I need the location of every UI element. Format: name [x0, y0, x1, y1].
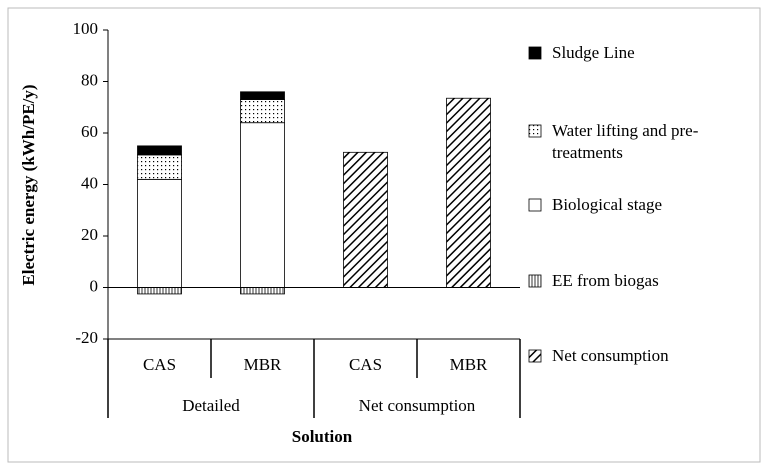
legend-label: Sludge Line [552, 43, 635, 62]
legend-item: Net consumption [528, 345, 728, 367]
x-axis-title: Solution [292, 427, 353, 446]
legend-label: Biological stage [552, 195, 663, 214]
y-tick-label: 0 [90, 276, 99, 295]
legend-item: EE from biogas [528, 270, 728, 292]
legend-swatch-rect [528, 46, 542, 60]
y-tick-label: 40 [81, 173, 98, 192]
bar-segment [137, 287, 182, 295]
y-tick-label: 60 [81, 122, 98, 141]
x-tick-label: CAS [143, 355, 176, 374]
legend-label: Net consumption [552, 346, 669, 365]
legend-swatch [528, 46, 542, 60]
legend-item: Sludge Line [528, 42, 728, 64]
bar-segment [446, 97, 491, 288]
bar-segment [137, 178, 182, 288]
legend-swatch-rect [528, 124, 542, 138]
x-tick-label: MBR [450, 355, 488, 374]
legend-swatch-rect [528, 349, 542, 363]
bar-segment [240, 122, 285, 288]
y-tick-label: 100 [73, 19, 99, 38]
y-tick-label: 80 [81, 70, 98, 89]
legend-label: Water lifting and pre-treatments [552, 121, 699, 162]
y-axis-title: Electric energy (kWh/PE/y) [19, 84, 38, 285]
legend-swatch [528, 349, 542, 363]
bar-segment [240, 99, 285, 124]
x-tick-label: CAS [349, 355, 382, 374]
legend-swatch [528, 124, 542, 138]
legend-item: Water lifting and pre-treatments [528, 120, 728, 164]
legend-item: Biological stage [528, 194, 728, 216]
bar-segment [137, 154, 182, 180]
group-label: Detailed [182, 396, 240, 415]
bar-segment [240, 287, 285, 295]
legend-swatch [528, 274, 542, 288]
group-label: Net consumption [359, 396, 476, 415]
bar-segment [240, 91, 285, 100]
x-tick-label: MBR [244, 355, 282, 374]
chart-border [7, 7, 761, 463]
legend-swatch-rect [528, 198, 542, 212]
y-tick-label: -20 [75, 328, 98, 347]
legend-swatch [528, 198, 542, 212]
legend-swatch-rect [528, 274, 542, 288]
legend-label: EE from biogas [552, 271, 659, 290]
bar-segment [137, 145, 182, 156]
y-tick-label: 20 [81, 225, 98, 244]
bar-segment [343, 151, 388, 288]
